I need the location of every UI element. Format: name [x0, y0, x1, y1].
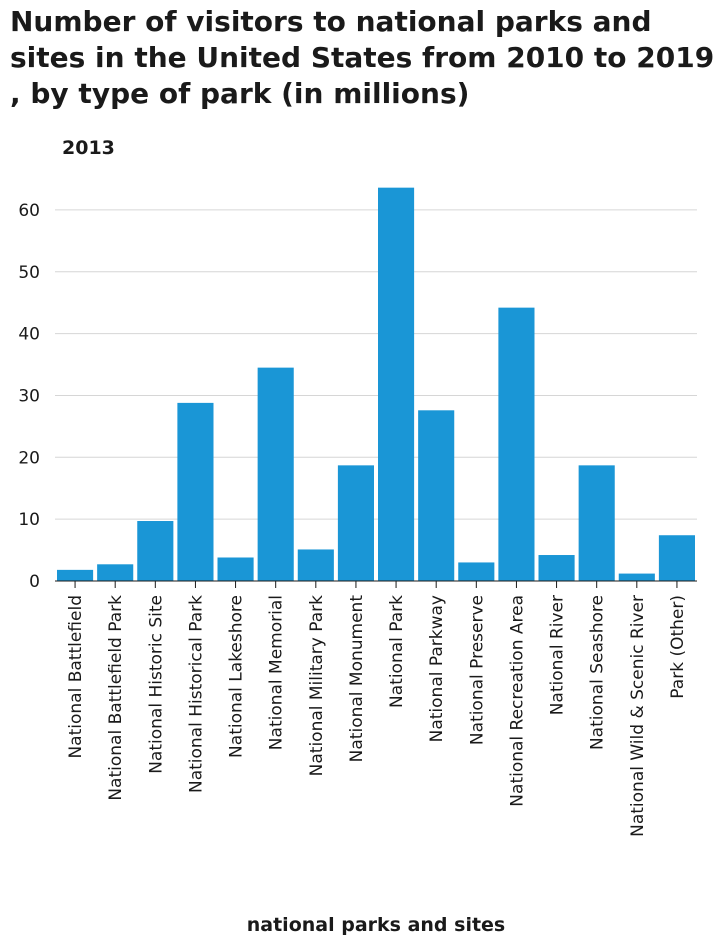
- bar: [257, 367, 294, 581]
- bar: [177, 402, 214, 581]
- bar: [57, 569, 94, 581]
- bar: [337, 465, 374, 581]
- x-tick-label: National Battlefield: [66, 595, 86, 759]
- x-tick-label: National Historic Site: [146, 595, 166, 774]
- x-tick-label: National Battlefield Park: [106, 595, 126, 801]
- chart-subtitle: 2013: [62, 137, 115, 159]
- x-tick-label: National Seashore: [588, 595, 608, 750]
- bar: [538, 555, 575, 581]
- bar: [217, 557, 254, 581]
- bar: [458, 562, 495, 581]
- x-tick-label: National River: [548, 595, 568, 715]
- x-axis-label: national parks and sites: [246, 914, 506, 936]
- x-tick-label: Park (Other): [668, 595, 688, 699]
- x-tick-label: National Park: [387, 595, 407, 708]
- x-tick-label: National Recreation Area: [507, 595, 527, 807]
- y-tick-label: 10: [18, 510, 40, 530]
- bars: [57, 187, 695, 582]
- y-tick-label: 20: [18, 448, 40, 468]
- bar: [378, 187, 415, 582]
- bar: [297, 549, 334, 581]
- bar: [97, 564, 134, 581]
- grid-lines: [55, 209, 697, 520]
- bar: [578, 465, 615, 581]
- x-tick-label: National Parkway: [427, 595, 447, 742]
- chart-title: Number of visitors to national parks and…: [10, 5, 715, 110]
- x-axis-ticks: National Battlefield National Battlefield…: [55, 580, 697, 837]
- bar: [658, 535, 695, 581]
- y-tick-label: 30: [18, 386, 40, 406]
- x-tick-label: National Lakeshore: [227, 595, 247, 758]
- x-tick-label: National Military Park: [307, 595, 327, 777]
- bar: [498, 307, 535, 581]
- bar: [618, 573, 655, 581]
- y-tick-label: 50: [18, 263, 40, 283]
- y-tick-label: 60: [18, 201, 40, 221]
- y-axis-ticks: 0 10 20 30 40 50 60: [18, 201, 40, 592]
- bar: [137, 521, 174, 581]
- x-tick-label: National Memorial: [267, 595, 287, 750]
- x-tick-label: National Wild & Scenic River: [628, 595, 648, 837]
- y-tick-label: 0: [29, 572, 40, 592]
- bar: [418, 410, 455, 581]
- y-tick-label: 40: [18, 325, 40, 345]
- x-tick-label: National Preserve: [467, 595, 487, 745]
- x-tick-label: National Monument: [347, 595, 367, 763]
- x-tick-label: National Historical Park: [186, 595, 206, 793]
